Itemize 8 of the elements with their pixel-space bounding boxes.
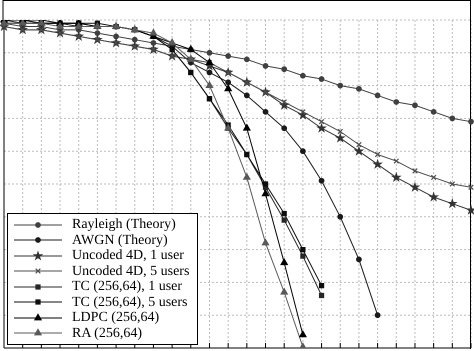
- legend-label: TC (256,64), 1 user: [72, 279, 182, 294]
- legend-label: Rayleigh (Theory): [72, 217, 176, 232]
- legend-label: AWGN (Theory): [72, 232, 168, 248]
- legend-label: LDPC (256,64): [72, 310, 160, 326]
- legend-label: Uncoded 4D, 1 user: [72, 248, 184, 264]
- legend-label: Uncoded 4D, 5 users: [72, 264, 190, 279]
- legend-label: TC (256,64), 5 users: [72, 294, 188, 310]
- legend-label: RA (256,64): [72, 326, 142, 341]
